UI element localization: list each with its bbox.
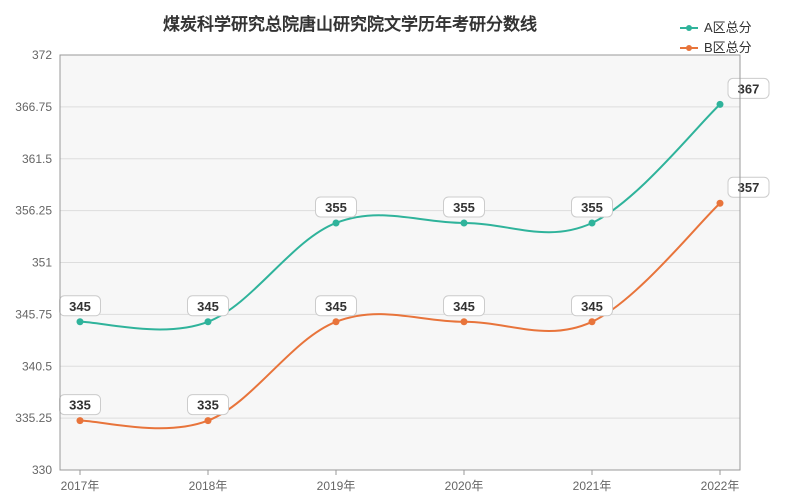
chart-container: 330 335.25 340.5 345.75 351 356.25 361.5 366.75… xyxy=(0,0,800,500)
svg-text:361.5: 361.5 xyxy=(22,152,52,166)
svg-text:351: 351 xyxy=(32,256,52,270)
svg-text:355: 355 xyxy=(325,200,347,215)
svg-text:345: 345 xyxy=(197,299,219,314)
svg-text:345: 345 xyxy=(325,299,347,314)
svg-text:煤炭科学研究总院唐山研究院文学历年考研分数线: 煤炭科学研究总院唐山研究院文学历年考研分数线 xyxy=(163,14,537,34)
line-chart: 330 335.25 340.5 345.75 351 356.25 361.5 366.75… xyxy=(0,0,800,500)
svg-text:345.75: 345.75 xyxy=(15,307,52,321)
svg-text:367: 367 xyxy=(738,81,760,96)
svg-text:335: 335 xyxy=(197,398,219,413)
svg-text:2022年: 2022年 xyxy=(701,479,740,493)
svg-text:2019年: 2019年 xyxy=(317,479,356,493)
svg-text:356.25: 356.25 xyxy=(15,204,52,218)
svg-text:355: 355 xyxy=(453,200,475,215)
svg-text:372: 372 xyxy=(32,48,52,62)
svg-text:345: 345 xyxy=(581,299,603,314)
svg-text:2020年: 2020年 xyxy=(445,479,484,493)
svg-text:335.25: 335.25 xyxy=(15,411,52,425)
svg-text:B区总分: B区总分 xyxy=(704,40,752,55)
svg-text:366.75: 366.75 xyxy=(15,100,52,114)
svg-text:340.5: 340.5 xyxy=(22,359,52,373)
svg-text:357: 357 xyxy=(738,180,760,195)
svg-text:355: 355 xyxy=(581,200,603,215)
svg-text:A区总分: A区总分 xyxy=(704,20,752,35)
svg-text:345: 345 xyxy=(69,299,91,314)
svg-text:2018年: 2018年 xyxy=(189,479,228,493)
svg-text:2021年: 2021年 xyxy=(573,479,612,493)
svg-text:335: 335 xyxy=(69,398,91,413)
svg-text:2017年: 2017年 xyxy=(61,479,100,493)
svg-text:330: 330 xyxy=(32,463,52,477)
svg-text:345: 345 xyxy=(453,299,475,314)
